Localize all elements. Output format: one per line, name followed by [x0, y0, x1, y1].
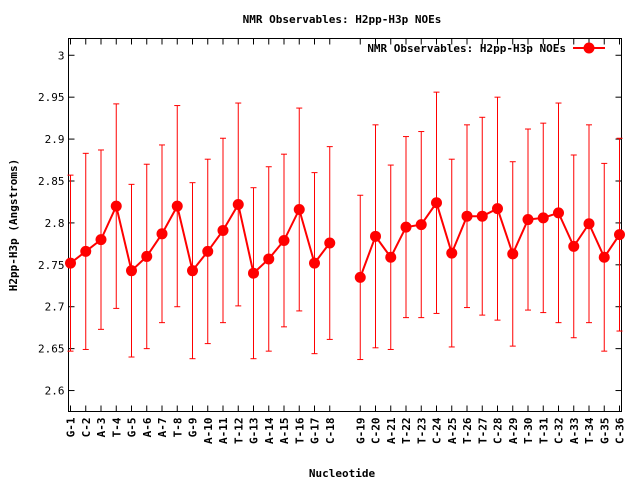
data-point	[202, 245, 214, 257]
x-tick-label: A-29	[507, 418, 520, 445]
x-tick-label: T-30	[522, 418, 535, 445]
data-point	[385, 251, 397, 263]
plot-frame	[68, 38, 622, 412]
data-point	[568, 240, 580, 252]
x-tick-label: G-9	[187, 418, 200, 438]
series-line-segment	[69, 201, 331, 276]
y-tick-label: 2.75	[38, 259, 65, 272]
x-tick-label: A-3	[95, 418, 108, 438]
y-tick-label: 2.6	[45, 385, 65, 398]
data-point	[446, 247, 458, 259]
x-tick-label: C-32	[553, 418, 566, 445]
data-point	[537, 212, 549, 224]
x-tick-label: T-12	[232, 418, 245, 445]
x-tick-label: G-5	[126, 418, 139, 438]
data-point	[415, 219, 427, 231]
data-point	[95, 234, 107, 246]
data-point	[583, 218, 595, 230]
y-axis: 2.6 2.65 2.7 2.75 2.8 2.85 2.9 2.95 3	[38, 49, 622, 398]
x-tick-label: G-35	[598, 418, 611, 445]
data-point	[187, 265, 198, 277]
chart-title: NMR Observables: H2pp-H3p NOEs	[243, 13, 442, 26]
legend: NMR Observables: H2pp-H3p NOEs	[367, 42, 605, 55]
x-tick-label: T-4	[110, 417, 123, 437]
x-tick-label: G-17	[309, 418, 322, 445]
x-tick-label: T-34	[583, 417, 596, 444]
data-point	[598, 251, 610, 263]
y-tick-label: 2.8	[45, 217, 65, 230]
x-tick-label: A-10	[202, 418, 215, 445]
x-tick-label: T-27	[476, 418, 489, 445]
data-point	[126, 265, 137, 277]
y-axis-label: H2pp-H3p (Angstroms)	[7, 159, 20, 291]
data-point	[461, 210, 473, 222]
data-point	[263, 253, 275, 265]
data-point	[614, 229, 625, 241]
legend-label: NMR Observables: H2pp-H3p NOEs	[367, 42, 566, 55]
x-tick-label: C-36	[614, 417, 627, 444]
series-line-segment	[359, 200, 621, 278]
data-point	[431, 197, 442, 209]
x-tick-label: A-14	[263, 417, 276, 444]
x-tick-label: A-33	[568, 418, 581, 445]
data-point	[309, 257, 320, 269]
data-point	[370, 230, 381, 242]
y-tick-label: 2.9	[45, 133, 65, 146]
x-tick-label: A-21	[385, 417, 398, 444]
data-point	[522, 214, 534, 226]
x-axis: G-1 C-2 A-3 T-4 G-5 A-6 A-7 T-8 G-9 A-10 A-11 T-12 G…	[65, 38, 627, 445]
x-tick-label: T-31	[537, 417, 550, 444]
x-tick-label: T-26	[461, 417, 474, 444]
x-tick-label: T-23	[415, 418, 428, 445]
y-tick-label: 2.85	[38, 175, 65, 188]
data-point	[400, 221, 412, 233]
data-point	[248, 267, 259, 279]
data-point	[80, 245, 92, 257]
x-tick-label: A-6	[141, 417, 154, 437]
data-point	[110, 200, 122, 212]
data-point	[354, 271, 366, 283]
data-point	[293, 203, 305, 215]
x-tick-label: C-18	[324, 418, 337, 445]
x-tick-label: G-13	[248, 418, 261, 445]
x-tick-label: C-24	[431, 417, 444, 444]
x-tick-label: A-25	[446, 418, 459, 445]
legend-marker-swatch	[583, 42, 595, 54]
x-tick-label: A-11	[217, 417, 230, 444]
data-point	[553, 207, 564, 219]
y-tick-label: 3	[58, 49, 65, 62]
data-point	[476, 210, 488, 222]
data-point	[278, 235, 290, 247]
x-tick-label: C-2	[80, 418, 93, 438]
data-point	[171, 200, 183, 212]
data-point	[232, 198, 244, 210]
x-tick-label: T-22	[400, 418, 413, 445]
x-tick-label: T-8	[171, 418, 184, 438]
data-point	[507, 248, 519, 260]
data-point	[141, 250, 153, 262]
x-tick-label: C-20	[370, 418, 383, 445]
x-axis-label: Nucleotide	[309, 467, 376, 480]
data-point	[324, 237, 336, 249]
data-point	[65, 257, 76, 269]
data-point	[492, 203, 503, 215]
y-tick-label: 2.65	[38, 343, 65, 356]
x-tick-label: A-7	[156, 418, 169, 438]
data-point	[217, 224, 229, 236]
x-tick-label: G-19	[354, 418, 367, 445]
x-tick-label: G-1	[65, 417, 78, 437]
y-tick-label: 2.95	[38, 91, 65, 104]
x-tick-label: A-15	[278, 418, 291, 445]
x-tick-label: C-28	[492, 418, 505, 445]
x-tick-label: T-16	[293, 417, 306, 444]
series-h2pp-h3p	[65, 91, 625, 361]
y-tick-label: 2.7	[45, 301, 65, 314]
data-point	[156, 228, 168, 240]
